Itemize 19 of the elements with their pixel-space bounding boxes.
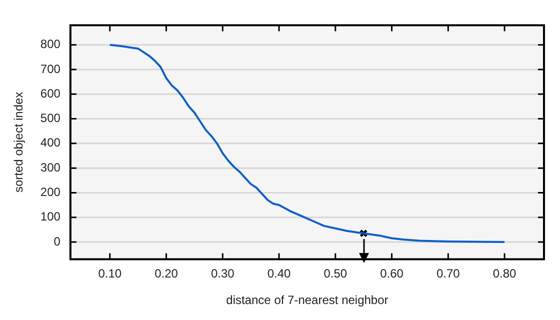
x-tick-label: 0.50 — [324, 266, 348, 281]
y-tick-label: 700 — [40, 62, 61, 76]
y-tick-label: 0 — [54, 234, 61, 248]
y-tick-label: 600 — [40, 86, 61, 100]
x-tick-label: 0.60 — [380, 266, 404, 281]
x-tick-label: 0.30 — [210, 266, 235, 281]
y-tick-label: 200 — [40, 185, 61, 200]
x-tick-label: 0.40 — [267, 266, 292, 281]
y-tick-label: 400 — [40, 136, 61, 150]
y-tick-label: 100 — [40, 210, 61, 224]
x-tick-label: 0.80 — [492, 266, 517, 281]
x-tick-label: 0.10 — [98, 266, 122, 281]
x-axis-title: distance of 7-nearest neighbor — [226, 293, 388, 308]
y-axis-title: sorted object index — [12, 92, 26, 193]
x-tick-label: 0.20 — [154, 266, 178, 281]
x-tick-label: 0.70 — [436, 266, 460, 281]
y-tick-label: 800 — [40, 37, 61, 52]
y-tick-label: 300 — [40, 160, 61, 174]
y-tick-label: 500 — [40, 111, 61, 126]
